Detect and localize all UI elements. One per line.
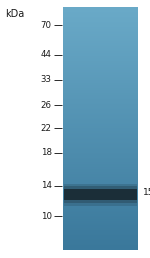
Text: 26: 26 [41, 101, 52, 110]
Text: 18: 18 [41, 148, 52, 157]
Text: 10: 10 [41, 212, 52, 221]
Bar [64, 184, 137, 206]
Text: 22: 22 [41, 124, 52, 133]
Bar [64, 186, 137, 203]
Text: 44: 44 [41, 51, 52, 59]
Text: 15kDa: 15kDa [143, 188, 150, 197]
Text: 33: 33 [41, 76, 52, 84]
Text: kDa: kDa [5, 9, 24, 19]
Text: 70: 70 [41, 21, 52, 30]
Bar [64, 189, 137, 200]
Text: 14: 14 [41, 181, 52, 190]
